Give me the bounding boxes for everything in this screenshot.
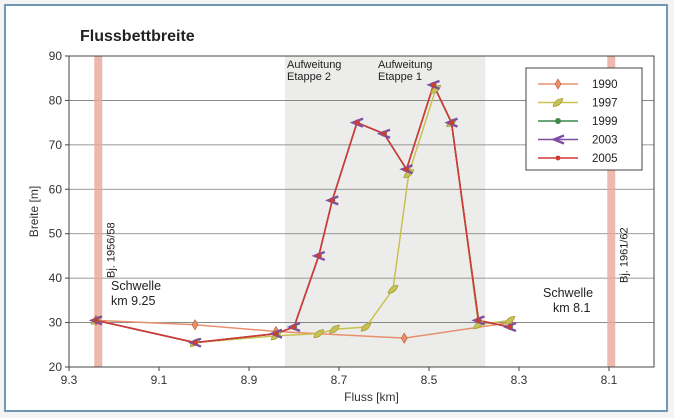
y-tick-label: 90 (49, 49, 63, 63)
data-point (268, 328, 283, 339)
x-tick-label: 9.1 (151, 373, 168, 387)
legend-marker (554, 78, 562, 90)
legend-entry: 1990 (592, 79, 618, 91)
data-point (426, 79, 440, 90)
schwelle-band (607, 56, 616, 367)
data-point (329, 324, 340, 334)
plot-border (68, 55, 655, 368)
chart-title: Flussbettbreite (80, 28, 195, 45)
data-point (88, 315, 103, 326)
y-tick-label: 50 (49, 227, 63, 241)
legend-entry: 1999 (592, 116, 618, 128)
y-tick-label: 70 (49, 138, 63, 152)
x-tick-label: 8.5 (421, 373, 438, 387)
schwelle-band (94, 56, 103, 367)
data-point (381, 131, 387, 137)
y-tick-label: 80 (49, 93, 63, 107)
data-point (192, 340, 198, 345)
legend-entry: 2003 (592, 135, 618, 147)
y-tick-label: 40 (49, 271, 63, 285)
y-tick-label: 60 (49, 182, 63, 196)
data-point (431, 82, 436, 88)
aufweitung-etappe1-label: Aufweitung (378, 59, 432, 71)
x-tick-label: 8.7 (331, 373, 348, 387)
schwelle-left-label: Schwelle (111, 279, 161, 293)
aufweitung-etappe1-label: Etappe 1 (378, 71, 422, 83)
data-point (325, 195, 339, 206)
legend-box (525, 67, 643, 171)
y-tick-label: 20 (49, 360, 63, 374)
data-point (399, 164, 413, 175)
x-tick-label: 8.9 (241, 373, 258, 387)
data-point (400, 332, 408, 344)
aerial-photo-region (285, 56, 486, 367)
data-point (311, 250, 326, 262)
legend-entry: 1997 (592, 98, 618, 110)
data-point (191, 319, 199, 331)
legend-entry: 2005 (592, 153, 618, 165)
legend-marker (550, 134, 565, 145)
schwelle-band-label: Bj. 1961/62 (618, 227, 630, 283)
schwelle-right-label: Schwelle (543, 286, 593, 300)
x-tick-label: 8.1 (601, 373, 618, 387)
data-point (471, 315, 485, 326)
aufweitung-etappe2-label: Etappe 2 (287, 71, 331, 83)
data-point (502, 321, 517, 333)
data-point (404, 166, 409, 172)
data-point (504, 316, 516, 325)
data-point (376, 128, 391, 139)
aufweitung-etappe2-label: Aufweitung (287, 59, 341, 71)
schwelle-right-label: km 8.1 (553, 301, 591, 315)
data-point (93, 317, 99, 323)
legend-marker (552, 98, 564, 107)
data-point (507, 324, 513, 330)
data-point (329, 197, 335, 203)
x-axis-label: Fluss [km] (344, 390, 399, 404)
data-point (360, 322, 372, 332)
data-point (449, 120, 454, 126)
y-tick-label: 30 (49, 316, 63, 330)
data-point (286, 321, 301, 333)
schwelle-left-label: km 9.25 (111, 294, 156, 308)
data-point (354, 120, 360, 126)
legend-marker (555, 155, 561, 161)
data-point (187, 337, 202, 348)
x-tick-label: 9.3 (61, 373, 78, 387)
data-point (273, 331, 279, 337)
y-axis-label: Breite [m] (27, 186, 41, 237)
data-point (349, 117, 364, 128)
data-point (291, 324, 297, 330)
x-tick-label: 8.3 (511, 373, 528, 387)
data-point (476, 317, 481, 323)
data-point (444, 117, 458, 128)
schwelle-band-label: Bj. 1956/58 (105, 222, 117, 278)
legend-marker (555, 118, 561, 124)
data-point (313, 329, 325, 338)
data-point (316, 253, 322, 259)
data-point (387, 284, 399, 294)
